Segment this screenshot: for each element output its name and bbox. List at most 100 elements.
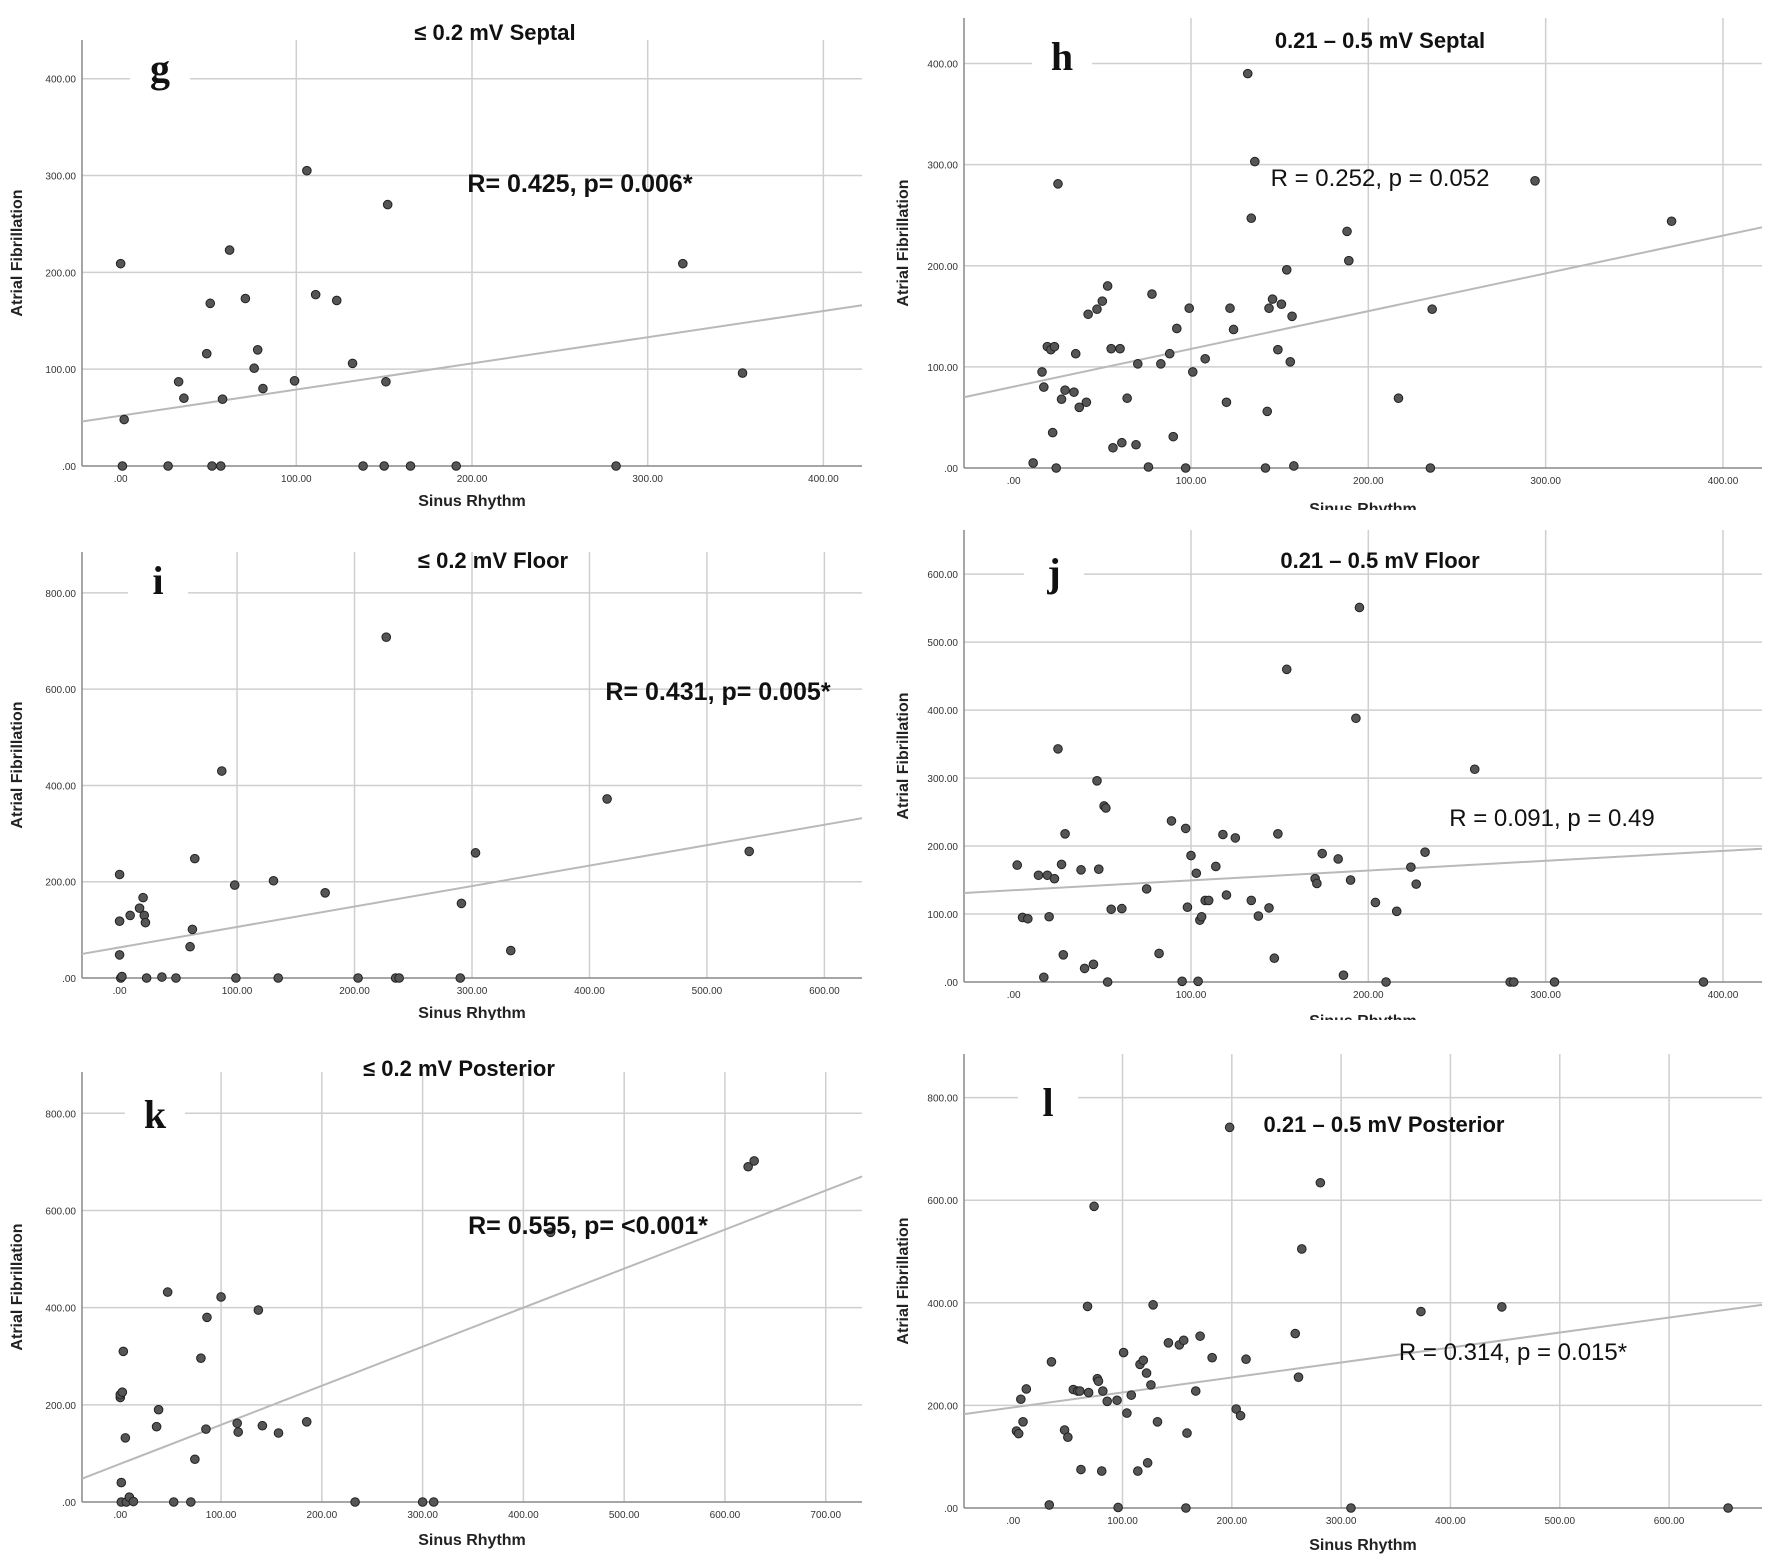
data-point: [1344, 255, 1354, 266]
data-point: [257, 1420, 268, 1431]
data-point: [302, 165, 312, 176]
regression-line: [963, 1303, 1763, 1416]
x-axis-label: Sinus Rhythm: [1309, 1537, 1417, 1554]
data-point: [1152, 1417, 1163, 1427]
chart-title: 0.21 – 0.5 mV Septal: [1275, 28, 1485, 53]
y-tick-label: .00: [62, 1498, 76, 1509]
chart-title: 0.21 – 0.5 mV Posterior: [1264, 1112, 1505, 1137]
y-tick-label: 200.00: [927, 262, 958, 273]
chart-title: ≤ 0.2 mV Floor: [418, 548, 569, 573]
data-point: [118, 1346, 129, 1357]
panel-label-background: [1018, 1080, 1078, 1126]
data-point: [1420, 847, 1430, 857]
data-point: [202, 1312, 212, 1323]
x-tick-label: 100.00: [1176, 476, 1207, 487]
data-point: [1166, 816, 1177, 826]
x-tick-label: .00: [1006, 1516, 1020, 1527]
data-point: [215, 461, 226, 471]
data-point: [1122, 1408, 1132, 1418]
data-point: [1391, 906, 1402, 917]
data-point: [1411, 879, 1422, 889]
data-point: [737, 368, 748, 378]
x-tick-label: 300.00: [407, 1510, 438, 1521]
data-point: [1113, 1502, 1123, 1513]
data-point: [1191, 868, 1202, 879]
data-point: [1393, 393, 1404, 404]
chart-title: ≤ 0.2 mV Posterior: [363, 1056, 555, 1081]
data-point: [1018, 1417, 1028, 1427]
data-point: [1092, 776, 1102, 786]
data-point: [1178, 1335, 1189, 1346]
x-tick-label: 300.00: [457, 986, 488, 997]
data-point: [1230, 833, 1241, 843]
data-point: [1296, 1244, 1307, 1254]
x-tick-label: .00: [114, 474, 128, 485]
data-point: [1168, 431, 1179, 442]
panel-label: l: [1042, 1080, 1053, 1125]
data-point: [117, 971, 127, 982]
x-tick-label: 400.00: [808, 474, 839, 485]
data-point: [216, 1292, 226, 1302]
data-point: [382, 199, 393, 210]
y-tick-label: 400.00: [927, 1299, 958, 1310]
data-point: [1092, 304, 1102, 315]
data-point: [1241, 1354, 1251, 1365]
data-point: [1049, 873, 1060, 884]
data-point: [134, 903, 145, 914]
data-point: [249, 363, 259, 374]
data-point: [115, 258, 126, 269]
data-point: [1345, 875, 1356, 885]
data-point: [1163, 1338, 1174, 1348]
data-point: [381, 632, 392, 642]
x-tick-label: 200.00: [339, 986, 370, 997]
data-point: [678, 258, 688, 269]
data-point: [1338, 970, 1349, 981]
data-point: [1224, 1122, 1235, 1133]
y-tick-label: 400.00: [45, 75, 76, 86]
data-point: [1102, 1396, 1113, 1407]
data-point: [1250, 156, 1260, 167]
data-point: [1049, 341, 1060, 352]
data-point: [119, 414, 129, 425]
x-tick-label: .00: [1007, 476, 1021, 487]
data-point: [1290, 1328, 1301, 1339]
data-point: [1076, 865, 1086, 875]
x-tick-label: 300.00: [1326, 1516, 1357, 1527]
data-point: [1106, 343, 1116, 354]
y-axis-label: Atrial Fibrillation: [895, 179, 912, 306]
data-point: [1549, 977, 1560, 987]
data-point: [116, 1477, 127, 1488]
data-point: [1053, 744, 1063, 754]
data-point: [205, 298, 216, 309]
data-point: [1096, 1466, 1107, 1476]
y-tick-label: 600.00: [45, 685, 76, 696]
data-point: [1228, 324, 1239, 335]
data-point: [1148, 1300, 1158, 1310]
data-point: [1098, 1386, 1108, 1396]
x-tick-label: 200.00: [1217, 1516, 1248, 1527]
y-axis-label: Atrial Fibrillation: [895, 692, 912, 819]
data-point: [1012, 860, 1022, 870]
chart-panel-h: .00 100.00 200.00 300.00 400.00 .00 100.00 200.…: [895, 18, 1763, 510]
data-point: [1141, 884, 1152, 894]
data-point: [125, 910, 135, 921]
data-point: [289, 376, 300, 386]
data-point: [381, 376, 391, 387]
data-point: [1044, 911, 1054, 922]
y-tick-label: 300.00: [45, 172, 76, 183]
data-point: [1076, 1464, 1086, 1475]
x-tick-label: 300.00: [632, 474, 663, 485]
data-point: [1063, 1432, 1073, 1443]
x-tick-label: 200.00: [1353, 990, 1384, 1001]
x-axis-label: Sinus Rhythm: [418, 493, 526, 510]
data-point: [1315, 1177, 1326, 1188]
data-point: [1051, 463, 1062, 473]
data-point: [1203, 895, 1214, 906]
data-point: [1666, 216, 1677, 227]
data-point: [743, 1161, 753, 1172]
data-point: [1047, 427, 1058, 438]
data-point: [157, 972, 167, 982]
x-axis-label: Sinus Rhythm: [418, 1532, 526, 1549]
data-point: [1381, 977, 1391, 987]
data-point: [1273, 344, 1283, 355]
